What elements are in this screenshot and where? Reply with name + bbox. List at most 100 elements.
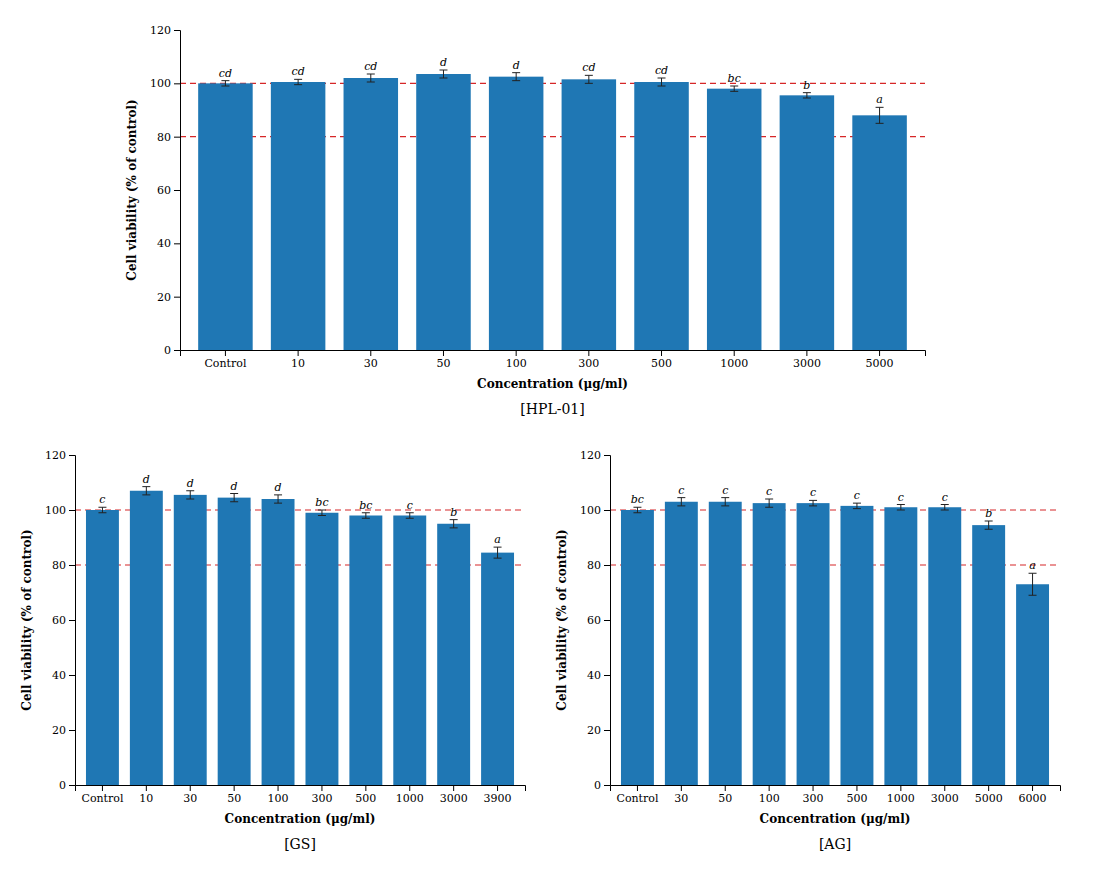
y-tick-mark [604,455,610,456]
x-tick-label: 10 [291,357,305,370]
x-tick-label: Control [616,792,658,805]
y-tick-mark [69,510,75,511]
y-tick-label: 100 [580,504,601,517]
y-tick-mark [69,730,75,731]
letter-label: a [876,93,883,106]
x-tick: 100 [759,785,780,805]
x-tick-mark [278,785,279,791]
x-tick-mark [734,350,735,356]
bar [271,82,326,350]
x-tick-mark [813,785,814,791]
x-tick-label: 500 [846,792,867,805]
annotations: cdcdcdddcdcdbcba [219,56,883,106]
x-tick-mark [497,785,498,791]
error-bar [809,500,817,506]
x-tick-mark [443,350,444,356]
letter-label: c [407,499,413,512]
y-tick-mark [69,675,75,676]
y-tick-label: 60 [157,184,171,197]
error-bar [274,495,282,503]
x-tick-label: 30 [674,792,688,805]
error-bar [765,499,773,507]
y-tick-mark [604,785,610,786]
x-tick: 100 [506,350,527,370]
bar [393,516,426,786]
x-tick: 30 [364,350,378,370]
y-tick-label: 100 [45,504,66,517]
y-tick-mark [174,350,180,351]
y-tick-label: 20 [587,724,601,737]
error-bar [853,503,861,509]
y-tick-label: 20 [52,724,66,737]
x-tick: 5000 [866,350,894,370]
letter-label: d [231,480,238,493]
x-tick: 3000 [931,785,959,805]
bar [634,82,689,350]
chart: cdcdcdddcdcdbcba020406080100120Control10… [125,24,926,417]
letter-label: d [143,473,150,486]
letter-label: bc [359,499,372,512]
letter-label: c [99,493,105,506]
x-tick-mark [409,785,410,791]
y-tick-mark [174,243,180,244]
y-tick-mark [69,620,75,621]
letter-label: cd [582,61,595,74]
y-axis-title: Cell viability (% of control) [555,529,569,710]
letter-label: d [275,481,282,494]
plot-area [180,70,925,350]
x-tick: 300 [578,350,599,370]
y-axis-title: Cell viability (% of control) [20,529,34,710]
x-tick-label: 5000 [866,357,894,370]
x-tick-mark [298,350,299,356]
error-bar [230,494,238,502]
x-tick-mark [806,350,807,356]
x-tick-mark [944,785,945,791]
bar [884,507,917,785]
letter-label: c [678,484,684,497]
x-tick: 50 [227,785,241,805]
x-tick: 1000 [396,785,424,805]
x-tick-mark [190,785,191,791]
y-tick-label: 80 [587,559,601,572]
error-bar [658,78,666,86]
y-tick: 20 [52,724,75,737]
x-tick-mark [453,785,454,791]
error-bar [876,107,884,123]
y-tick: 100 [150,77,180,90]
y-tick-mark [604,510,610,511]
x-tick-mark [637,785,638,791]
y-tick-label: 60 [52,614,66,627]
letter-label: bc [315,496,328,509]
letter-label: bc [728,72,741,85]
x-tick: 6000 [1019,785,1047,805]
bar [344,78,399,350]
y-tick-mark [604,620,610,621]
x-tick: 500 [355,785,376,805]
y-tick-mark [174,190,180,191]
y-tick-mark [604,565,610,566]
x-axis-title: Concentration (μg/ml) [760,812,911,826]
y-tick-mark [604,730,610,731]
y-tick: 120 [150,24,180,37]
x-axis: Control103050100300500100030003900 [76,785,526,805]
y-tick: 20 [587,724,610,737]
error-bar [406,513,414,519]
x-axis-line [181,351,926,357]
y-tick-mark [604,675,610,676]
error-bar [318,510,326,516]
error-bar [897,505,905,511]
y-tick-label: 80 [52,559,66,572]
x-tick: 30 [674,785,688,805]
bar [198,83,253,350]
x-tick: 500 [846,785,867,805]
letter-label: cd [364,60,377,73]
bar [218,498,251,785]
x-tick-mark [988,785,989,791]
x-tick-label: 30 [183,792,197,805]
letter-label: a [494,533,501,546]
y-tick: 80 [587,559,610,572]
y-tick-mark [69,785,75,786]
error-bar [677,498,685,506]
x-tick: 3000 [793,350,821,370]
y-tick-mark [174,297,180,298]
